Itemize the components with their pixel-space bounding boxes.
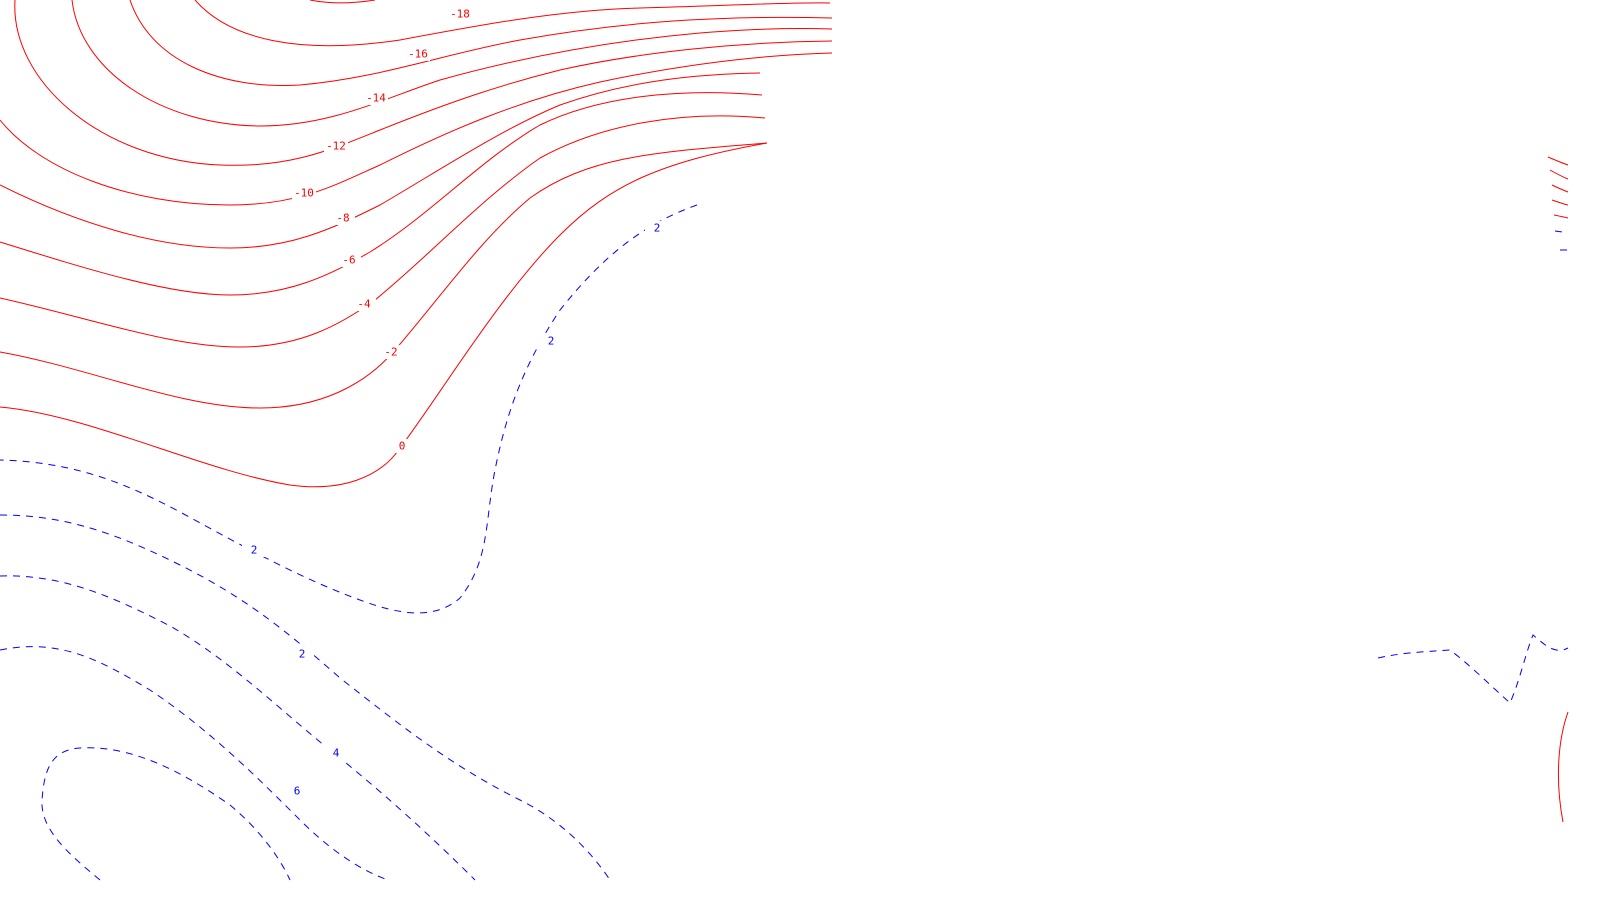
contour-label-bg — [324, 746, 348, 760]
contour-label-3: -12 — [326, 140, 346, 153]
contour-line-level-minus-6 — [0, 92, 763, 296]
contour-label-9: 0 — [399, 440, 406, 453]
contour-line-level-8 — [41, 747, 291, 881]
contour-label-bg — [292, 186, 316, 200]
contour-label-bg — [406, 47, 430, 61]
contour-label-bg — [242, 543, 266, 557]
contour-label-bg — [352, 297, 376, 311]
contour-line-level-2 — [0, 204, 698, 614]
contour-label-bg — [645, 221, 669, 235]
contour-line-level-minus-4 — [1551, 184, 1569, 193]
contour-line-level-minus-8 — [1547, 156, 1569, 166]
contour-labels: -18 -16 -14 -12 -10 -8 -6 -4 -2 0 2 2 4 6 2 2 — [242, 7, 669, 798]
contour-label-bg — [390, 439, 414, 453]
contour-line-level-minus-2 — [0, 142, 768, 409]
contour-label-bg — [539, 334, 563, 348]
contour-label-4: -10 — [294, 187, 314, 200]
contour-label-14: 2 — [654, 222, 661, 235]
contour-line-level-minus-10 — [0, 52, 833, 206]
contour-label-1: -16 — [408, 48, 428, 61]
contour-label-6: -6 — [342, 254, 355, 267]
contour-label-bg — [379, 345, 403, 359]
contour-line-level-minus-18 — [194, 0, 831, 47]
contour-line-level-2 — [1554, 230, 1569, 233]
contour-label-13: 6 — [294, 785, 301, 798]
contour-line-level-2 — [1377, 634, 1569, 704]
contour-label-bg — [337, 253, 361, 267]
contour-line-level-minus-2 — [1557, 711, 1569, 823]
contour-line-level-0 — [0, 142, 768, 488]
contour-lines — [0, 0, 1569, 881]
contour-label-11: 2 — [299, 648, 306, 661]
contour-line-level-minus-8 — [0, 72, 761, 249]
contour-label-10: 2 — [251, 544, 258, 557]
contour-line-level-4 — [0, 575, 476, 881]
contour-label-7: -4 — [357, 298, 371, 311]
contour-line-level-minus-2 — [1551, 199, 1569, 206]
contour-line-level-minus-16 — [129, 0, 833, 87]
contour-line-level-minus-14 — [71, 0, 833, 127]
contour-line-level-6 — [0, 646, 389, 881]
contour-label-bg — [290, 647, 314, 661]
contour-label-5: -8 — [336, 212, 349, 225]
contour-label-8: -2 — [384, 346, 397, 359]
contour-label-12: 4 — [333, 747, 340, 760]
contour-label-2: -14 — [366, 92, 386, 105]
contour-label-bg — [324, 139, 348, 153]
contour-line-level-minus-6 — [1549, 169, 1569, 180]
contour-line-level-minus-12 — [14, 0, 833, 166]
contour-line-level-2 — [0, 514, 611, 881]
contour-line-level-minus-18 — [309, 0, 376, 4]
contour-label-0: -18 — [450, 8, 470, 21]
contour-line-level-0 — [1553, 214, 1569, 219]
contour-label-bg — [331, 211, 355, 225]
contour-label-15: 2 — [548, 335, 555, 348]
contour-label-bg — [364, 91, 388, 105]
contour-label-bg — [448, 7, 472, 21]
contour-label-bg — [285, 784, 309, 798]
